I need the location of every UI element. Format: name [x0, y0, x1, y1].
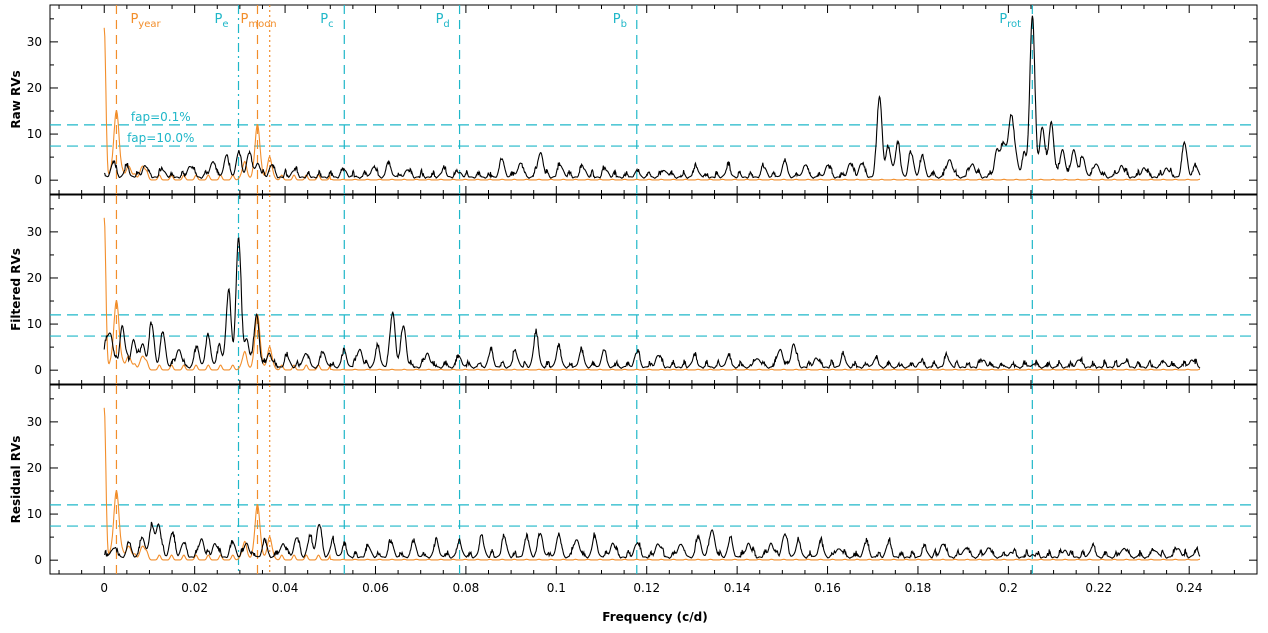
panel-3: 0 10 20 30 Residual RVs [9, 384, 1258, 575]
window-function-line [103, 407, 1200, 561]
periodogram-line [103, 237, 1201, 370]
x-tick-label: 0 [100, 581, 108, 595]
y-tick-label: 30 [27, 225, 42, 239]
y-tick-label: 30 [27, 415, 42, 429]
window-function-line [103, 217, 1200, 371]
x-tick-label: 0.12 [633, 581, 660, 595]
x-tick-label: 0.18 [905, 581, 932, 595]
period-marker-label: Prot [999, 12, 1021, 30]
periodogram-line [103, 15, 1201, 180]
x-tick-label: 0.16 [814, 581, 841, 595]
panels-layer: 0 10 20 30 Raw RVs fap=0.1% fap=10.0% Pyear Pe Pm… [9, 4, 1258, 575]
y-tick-label: 10 [27, 127, 42, 141]
window-function-line [103, 27, 1200, 181]
panel-2: 0 10 20 30 Filtered RVs [9, 194, 1258, 385]
y-axis-label: Filtered RVs [9, 248, 23, 331]
panel-1: 0 10 20 30 Raw RVs fap=0.1% fap=10.0% Pyear Pe Pm… [9, 4, 1258, 195]
x-tick-label: 0.02 [181, 581, 208, 595]
x-axis-label: Frequency (c/d) [602, 610, 707, 624]
panel-frame [49, 194, 1258, 385]
x-tick-label: 0.22 [1085, 581, 1112, 595]
y-tick-label: 0 [34, 363, 42, 377]
x-tick-label: 0.06 [362, 581, 389, 595]
periodogram-line [104, 521, 1201, 560]
period-marker-label: Pd [436, 12, 450, 30]
x-tick-label: 0.2 [999, 581, 1018, 595]
y-tick-label: 0 [34, 553, 42, 567]
period-marker-label: Pmoon [240, 12, 276, 30]
x-tick-label: 0.24 [1176, 581, 1203, 595]
period-marker-label: Pc [320, 12, 333, 30]
panel-frame [49, 384, 1258, 575]
panel-frame [49, 4, 1258, 195]
fap-label: fap=0.1% [131, 110, 191, 124]
y-tick-label: 10 [27, 317, 42, 331]
period-marker-label: Pe [215, 12, 229, 30]
y-tick-label: 20 [27, 271, 42, 285]
y-axis-label: Raw RVs [9, 70, 23, 128]
y-tick-label: 30 [27, 35, 42, 49]
fap-label: fap=10.0% [127, 131, 194, 145]
x-tick-label: 0.04 [272, 581, 299, 595]
x-tick-label: 0.08 [453, 581, 480, 595]
x-tick-label: 0.14 [724, 581, 751, 595]
y-tick-label: 0 [34, 173, 42, 187]
x-tick-label: 0.1 [547, 581, 566, 595]
y-tick-label: 10 [27, 507, 42, 521]
x-axis: 0 0.02 0.04 0.06 0.08 0.1 0.12 0.14 0.16 0.18 0.2 0… [100, 581, 1202, 595]
y-axis-label: Residual RVs [9, 436, 23, 524]
y-tick-label: 20 [27, 81, 42, 95]
period-marker-label: Pyear [130, 12, 161, 30]
y-tick-label: 20 [27, 461, 42, 475]
period-marker-label: Pb [613, 12, 627, 30]
